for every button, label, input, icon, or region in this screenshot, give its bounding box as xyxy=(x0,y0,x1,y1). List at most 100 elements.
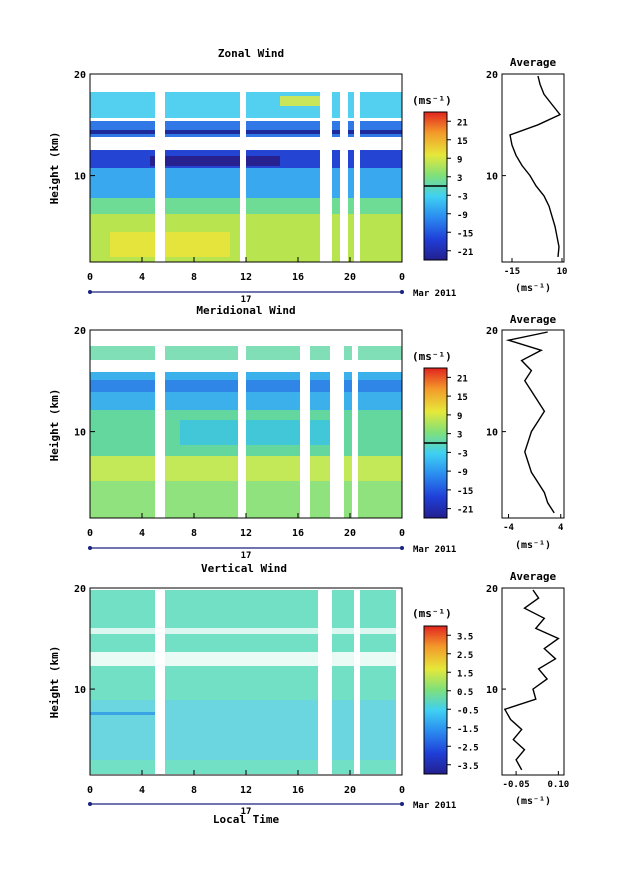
meridional-cb-tick-label: 15 xyxy=(457,393,468,403)
meridional-xtick-label: 16 xyxy=(292,528,304,539)
meridional-avg-line xyxy=(505,331,555,514)
zonal-month-label: Mar 2011 xyxy=(413,289,456,299)
x-axis-label: Local Time xyxy=(213,813,280,826)
vertical-avg-xtick-label: -0.05 xyxy=(503,780,530,790)
vertical-ytick-label: 20 xyxy=(74,584,86,595)
zonal-cb-tick-label: 9 xyxy=(457,155,462,165)
vertical-avg-xlabel: (ms⁻¹) xyxy=(515,796,551,807)
zonal-ytick-label: 10 xyxy=(74,172,86,183)
vertical-gap-4 xyxy=(396,590,402,774)
zonal-gap-2 xyxy=(240,80,246,262)
meridional-cb-tick-label: -15 xyxy=(457,487,473,497)
vertical-band-lower xyxy=(90,700,402,760)
zonal-date-bar xyxy=(88,290,404,294)
meridional-cap xyxy=(90,330,402,346)
vertical-white-2 xyxy=(90,628,402,634)
meridional-cb-tick-label: -9 xyxy=(457,468,468,478)
zonal-y-axis: 10 20 xyxy=(74,70,95,183)
meridional-cb-tick-label: 3 xyxy=(457,431,462,441)
vertical-gap-1 xyxy=(155,590,165,774)
meridional-gap-5 xyxy=(352,336,358,518)
meridional-gap-3 xyxy=(300,336,310,518)
zonal-xtick-label: 20 xyxy=(344,272,356,283)
zonal-xtick-label: 12 xyxy=(240,272,252,283)
vertical-ylabel: Height (km) xyxy=(48,646,61,719)
vertical-xtick-label: 12 xyxy=(240,785,252,796)
zonal-colorbar-ticks: 21 15 9 3 -3 -9 -15 -21 xyxy=(447,118,473,258)
meridional-ytick-label: 10 xyxy=(74,428,86,439)
zonal-date-label: 17 xyxy=(241,295,252,305)
vertical-avg-line xyxy=(503,589,560,771)
meridional-avg-y-axis: 10 20 xyxy=(486,326,506,439)
meridional-cb-tick-label: 21 xyxy=(457,374,468,384)
meridional-avg-title: Average xyxy=(510,313,557,326)
panel-zonal-wind: Zonal Wind Height (km) 10 20 0 4 8 12 16 20 0 17 xyxy=(48,47,567,305)
vertical-ytick-label: 10 xyxy=(74,685,86,696)
zonal-band-jetcore xyxy=(150,156,280,166)
meridional-ylabel: Height (km) xyxy=(48,389,61,462)
vertical-gap-3 xyxy=(354,590,360,774)
zonal-title: Zonal Wind xyxy=(218,47,284,60)
vertical-xtick-label: 16 xyxy=(292,785,304,796)
zonal-cb-tick-label: 21 xyxy=(457,118,468,128)
zonal-cb-tick-label: -15 xyxy=(457,229,473,239)
zonal-x-axis: 0 4 8 12 16 20 0 17 xyxy=(87,257,405,305)
vertical-avg-y-axis: 10 20 xyxy=(486,584,506,696)
zonal-xtick-label: 0 xyxy=(87,272,93,283)
vertical-cb-tick-label: 0.5 xyxy=(457,688,473,698)
meridional-xtick-label: 20 xyxy=(344,528,356,539)
vertical-unit: (ms⁻¹) xyxy=(412,607,452,620)
zonal-xtick-label: 16 xyxy=(292,272,304,283)
meridional-ytick-label: 20 xyxy=(74,326,86,337)
zonal-ylabel: Height (km) xyxy=(48,132,61,205)
zonal-avg-xlabel: (ms⁻¹) xyxy=(515,283,551,294)
zonal-band-topyellow xyxy=(280,96,320,106)
vertical-colorbar xyxy=(423,625,448,775)
meridional-avg-ytick-label: 10 xyxy=(486,428,498,439)
vertical-xtick-label: 0 xyxy=(87,785,93,796)
vertical-cb-tick-label: 1.5 xyxy=(457,669,473,679)
zonal-avg-y-axis: 10 20 xyxy=(486,70,506,183)
meridional-date-label: 17 xyxy=(241,551,252,561)
vertical-title: Vertical Wind xyxy=(201,562,287,575)
meridional-cb-tick-label: -3 xyxy=(457,449,468,459)
vertical-xtick-label: 20 xyxy=(344,785,356,796)
vertical-cb-tick-label: 2.5 xyxy=(457,651,473,661)
zonal-avg-frame xyxy=(501,73,565,263)
panel-vertical-wind: Vertical Wind Height (km) 10 20 0 4 8 12 16 20… xyxy=(48,562,569,817)
vertical-cb-tick-label: 3.5 xyxy=(457,632,473,642)
vertical-xtick-label: 0 xyxy=(399,785,405,796)
meridional-xtick-label: 4 xyxy=(139,528,145,539)
meridional-avg-frame xyxy=(501,329,565,519)
vertical-avg-ytick-label: 20 xyxy=(486,584,498,595)
meridional-xtick-label: 0 xyxy=(87,528,93,539)
vertical-avg-ytick-label: 10 xyxy=(486,685,498,696)
meridional-xtick-label: 8 xyxy=(191,528,197,539)
vertical-cb-tick-label: -3.5 xyxy=(457,762,479,772)
zonal-avg-line xyxy=(509,75,562,257)
zonal-avg-ytick-label: 10 xyxy=(486,172,498,183)
meridional-avg-xtick-label: 4 xyxy=(558,523,564,533)
zonal-cb-tick-label: 15 xyxy=(457,137,468,147)
meridional-unit: (ms⁻¹) xyxy=(412,350,452,363)
zonal-avg-xtick-label: -15 xyxy=(504,267,520,277)
zonal-cap xyxy=(90,74,402,92)
meridional-gap-1 xyxy=(155,336,165,518)
zonal-xtick-label: 4 xyxy=(139,272,145,283)
zonal-xtick-label: 0 xyxy=(399,272,405,283)
zonal-cb-tick-label: -3 xyxy=(457,192,468,202)
vertical-avg-title: Average xyxy=(510,570,557,583)
vertical-date-bar xyxy=(88,802,404,806)
meridional-xtick-label: 0 xyxy=(399,528,405,539)
meridional-month-label: Mar 2011 xyxy=(413,545,456,555)
zonal-unit: (ms⁻¹) xyxy=(412,94,452,107)
zonal-gap-1 xyxy=(155,80,165,262)
zonal-cb-tick-label: -9 xyxy=(457,211,468,221)
vertical-colorbar-ticks: 3.5 2.5 1.5 0.5 -0.5 -1.5 -2.5 -3.5 xyxy=(447,632,479,772)
zonal-ytick-label: 20 xyxy=(74,70,86,81)
meridional-cb-tick-label: -21 xyxy=(457,506,473,516)
zonal-avg-ytick-label: 20 xyxy=(486,70,498,81)
meridional-avg-ytick-label: 20 xyxy=(486,326,498,337)
vertical-x-axis: 0 4 8 12 16 20 0 17 xyxy=(87,770,405,817)
vertical-avg-xtick-label: 0.10 xyxy=(548,780,570,790)
